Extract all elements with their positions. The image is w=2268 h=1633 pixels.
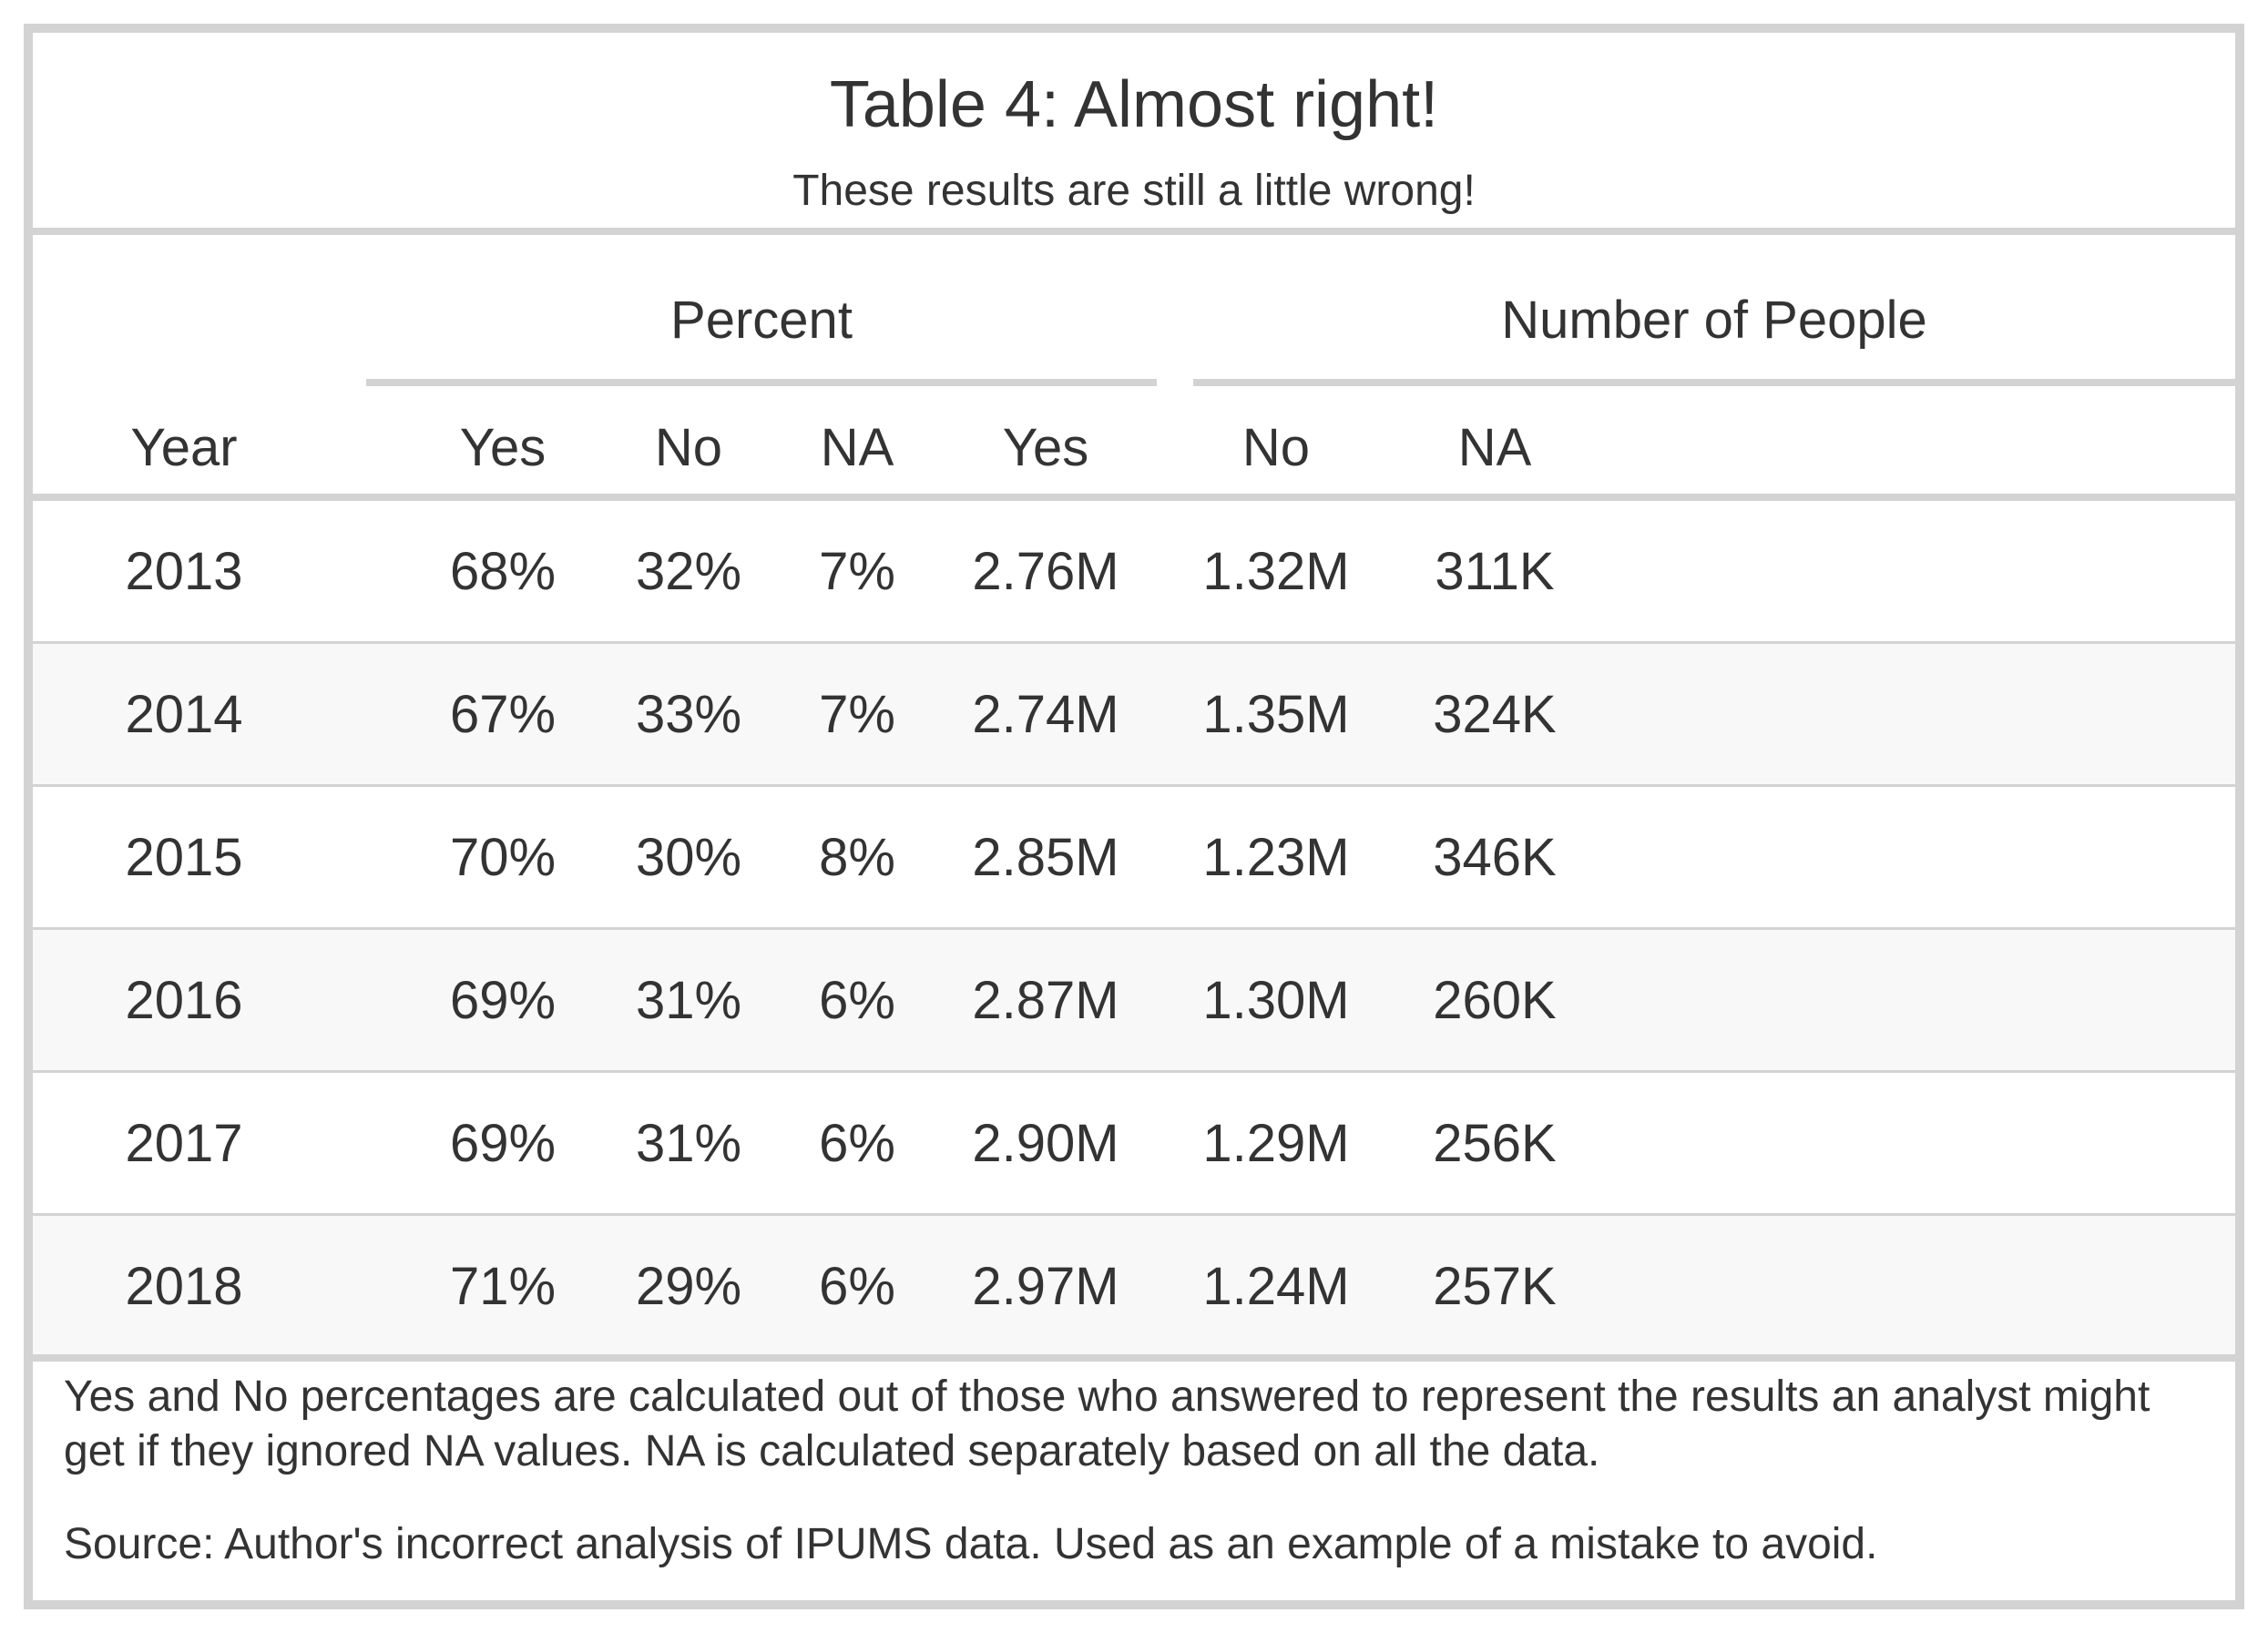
spanner-number-of-people: Number of People [1193, 235, 2235, 390]
spanner-percent-label: Percent [670, 291, 853, 350]
cell-pct_na: 8% [819, 828, 895, 887]
column-header-n_no: No [1241, 418, 1311, 477]
column-header-year: Year [130, 418, 238, 477]
column-header-pct_yes: Yes [459, 418, 547, 477]
cell-year: 2013 [125, 542, 243, 601]
table-subtitle: These results are still a little wrong! [792, 167, 1476, 215]
table-row: 2018 71% 29% 6% 2.97M 1.24M 257K [33, 1216, 2235, 1362]
cell-n_no: 1.29M [1202, 1114, 1350, 1173]
cell-n_yes: 2.90M [972, 1114, 1119, 1173]
cell-pct_no: 32% [635, 542, 742, 601]
column-header-pct_na: NA [820, 418, 894, 477]
table-row: 2016 69% 31% 6% 2.87M 1.30M 260K [33, 930, 2235, 1073]
cell-year: 2018 [125, 1257, 243, 1316]
cell-n_na: 324K [1433, 685, 1557, 744]
cell-pct_yes: 70% [449, 828, 557, 887]
column-header-n_yes: Yes [1002, 418, 1089, 477]
cell-n_yes: 2.87M [972, 971, 1119, 1030]
column-header-row: Year Yes No NA Yes No NA [33, 390, 2235, 501]
cell-n_na: 311K [1435, 542, 1555, 601]
cell-pct_na: 7% [819, 685, 895, 744]
footnote-source: Source: Author's incorrect analysis of I… [64, 1520, 1878, 1568]
cell-pct_yes: 67% [449, 685, 557, 744]
table-title: Table 4: Almost right! [829, 68, 1439, 141]
cell-pct_na: 6% [819, 971, 895, 1030]
cell-n_yes: 2.85M [972, 828, 1119, 887]
cell-pct_yes: 68% [449, 542, 557, 601]
cell-pct_no: 29% [635, 1257, 742, 1316]
cell-n_no: 1.24M [1202, 1257, 1350, 1316]
cell-pct_no: 33% [635, 685, 742, 744]
cell-pct_no: 31% [635, 971, 742, 1030]
cell-n_yes: 2.74M [972, 685, 1119, 744]
cell-pct_na: 6% [819, 1257, 895, 1316]
cell-n_na: 260K [1433, 971, 1557, 1030]
cell-n_na: 257K [1433, 1257, 1557, 1316]
cell-pct_yes: 69% [449, 971, 557, 1030]
spanner-percent: Percent [366, 235, 1157, 390]
spanner-percent-rule [366, 379, 1157, 386]
cell-pct_na: 7% [819, 542, 895, 601]
table-frame: Table 4: Almost right! These results are… [24, 24, 2244, 1609]
cell-pct_no: 30% [635, 828, 742, 887]
cell-pct_na: 6% [819, 1114, 895, 1173]
column-header-pct_no: No [654, 418, 723, 477]
cell-n_no: 1.32M [1202, 542, 1350, 601]
cell-pct_no: 31% [635, 1114, 742, 1173]
cell-n_yes: 2.97M [972, 1257, 1119, 1316]
cell-year: 2014 [125, 685, 243, 744]
cell-n_no: 1.35M [1202, 685, 1350, 744]
cell-pct_yes: 69% [449, 1114, 557, 1173]
cell-year: 2016 [125, 971, 243, 1030]
table-row: 2013 68% 32% 7% 2.76M 1.32M 311K [33, 501, 2235, 644]
spanner-number-of-people-rule [1193, 379, 2235, 386]
table-row: 2015 70% 30% 8% 2.85M 1.23M 346K [33, 787, 2235, 930]
cell-n_no: 1.30M [1202, 971, 1350, 1030]
cell-n_na: 346K [1433, 828, 1557, 887]
cell-pct_yes: 71% [449, 1257, 557, 1316]
spanner-number-of-people-label: Number of People [1501, 291, 1927, 350]
cell-n_yes: 2.76M [972, 542, 1119, 601]
table-header: Table 4: Almost right! These results are… [33, 33, 2235, 235]
footnote-method: Yes and No percentages are calculated ou… [64, 1373, 2151, 1475]
cell-n_no: 1.23M [1202, 828, 1350, 887]
cell-n_na: 256K [1433, 1114, 1557, 1173]
table-row: 2014 67% 33% 7% 2.74M 1.35M 324K [33, 644, 2235, 787]
cell-year: 2017 [125, 1114, 243, 1173]
cell-year: 2015 [125, 828, 243, 887]
table-footnotes: Yes and No percentages are calculated ou… [64, 1370, 2213, 1610]
column-header-n_na: NA [1457, 418, 1532, 477]
table-row: 2017 69% 31% 6% 2.90M 1.29M 256K [33, 1073, 2235, 1216]
